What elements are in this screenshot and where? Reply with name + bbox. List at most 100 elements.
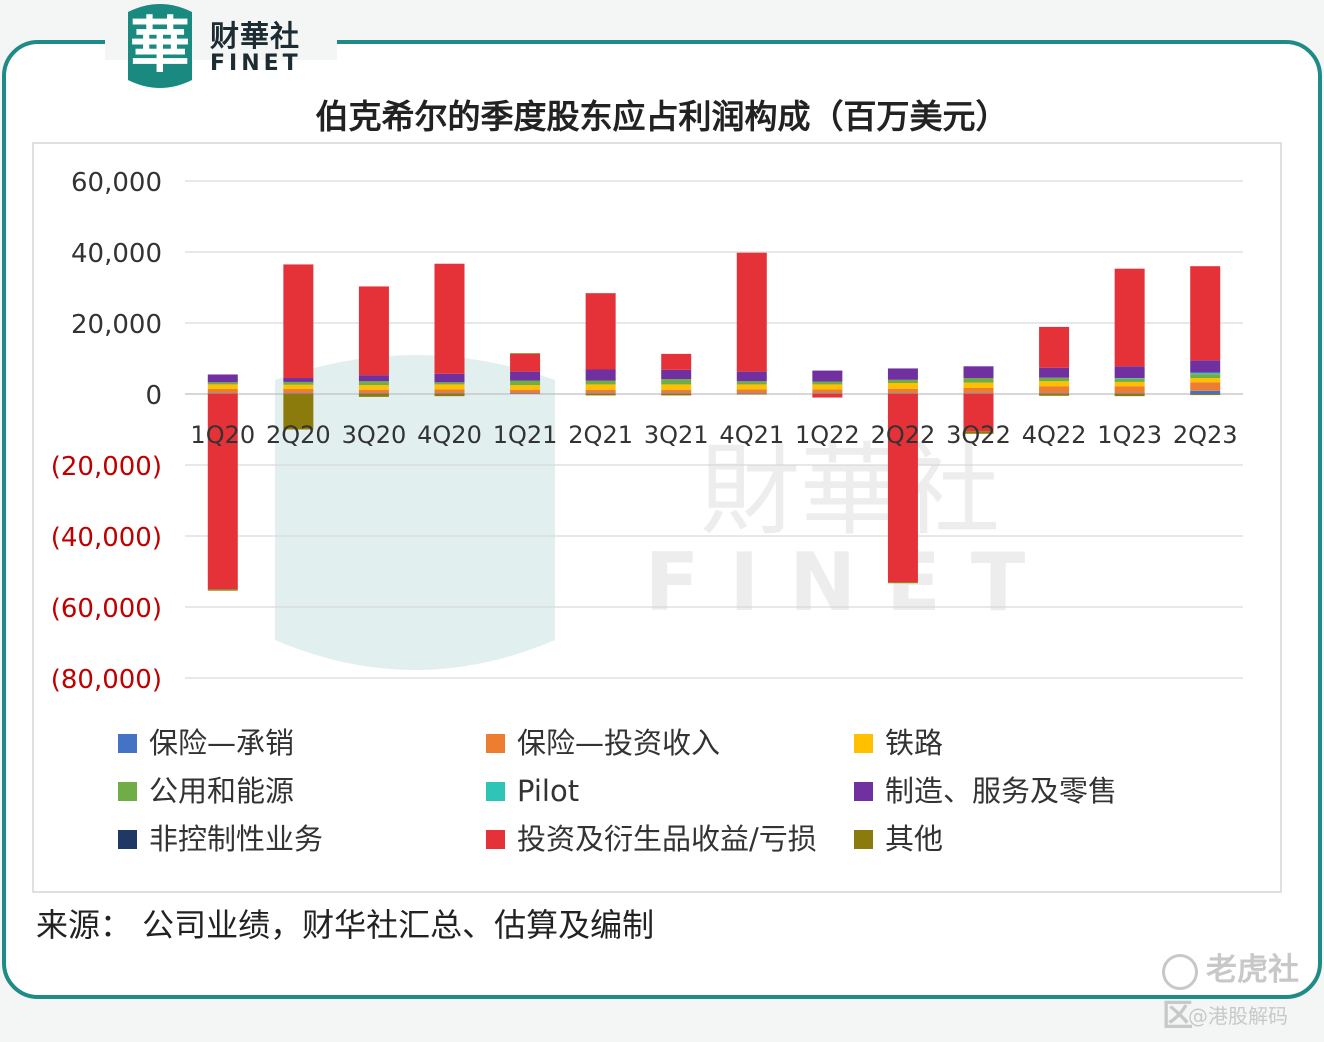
bar-segment — [812, 394, 843, 398]
bar-segment — [1114, 393, 1145, 394]
legend-label: 非控制性业务 — [149, 822, 324, 856]
x-tick-label: 2Q21 — [568, 421, 633, 449]
bar-segment — [1039, 326, 1070, 368]
bar-segment — [207, 374, 238, 383]
bar-segment — [207, 389, 238, 394]
x-tick-label: 2Q22 — [871, 421, 936, 449]
bar-segment — [283, 378, 314, 382]
bar-segment — [434, 382, 465, 385]
x-tick-label: 2Q20 — [266, 421, 331, 449]
bar-segment — [1114, 378, 1145, 379]
bar-segment — [661, 369, 692, 380]
bar-segment — [736, 371, 767, 382]
bar-segment — [1039, 386, 1070, 394]
bar-segment — [434, 394, 465, 397]
legend-swatch — [486, 829, 505, 849]
y-tick-label: (40,000) — [51, 523, 162, 553]
bar-segment — [1114, 366, 1145, 379]
bar-segment — [585, 369, 616, 381]
brand-name-en: FINET — [210, 51, 302, 76]
bar-segment — [585, 293, 616, 370]
bar-segment — [434, 373, 465, 383]
bar-segment — [963, 431, 994, 434]
bar-segment — [510, 353, 541, 354]
x-tick-label: 4Q20 — [417, 421, 482, 449]
bar-segment — [358, 286, 389, 376]
watermark-corner: 老虎社区 — [1162, 944, 1324, 1035]
logo-char: 華 — [130, 11, 190, 81]
bar-segment — [736, 381, 767, 385]
x-tick-label: 4Q21 — [719, 421, 784, 449]
bar-segment — [1114, 394, 1145, 397]
bar-segment — [358, 394, 389, 397]
bar-segment — [887, 368, 918, 380]
x-tick-label: 1Q20 — [190, 421, 255, 449]
bar-segment — [1190, 390, 1221, 394]
legend-swatch — [118, 829, 137, 849]
bar-segment — [736, 252, 767, 372]
brand-name-cn: 财華社 — [210, 19, 301, 53]
legend-swatch — [854, 829, 873, 849]
y-tick-label: (80,000) — [51, 665, 162, 695]
x-tick-label: 3Q21 — [644, 421, 709, 449]
bar-segment — [1190, 266, 1221, 361]
legend-label: 其他 — [885, 822, 944, 856]
bar-segment — [812, 393, 843, 394]
bar-segment — [510, 380, 541, 386]
tiger-icon — [1162, 953, 1198, 990]
bar-segment — [887, 394, 918, 583]
bar-segment — [812, 370, 843, 382]
bar-segment — [887, 388, 918, 394]
bar-segment — [736, 394, 767, 395]
bar-segment — [963, 378, 994, 383]
watermark-logo — [275, 355, 555, 670]
bar-segment — [963, 394, 994, 432]
bar-segment — [434, 384, 465, 390]
bar-segment — [283, 264, 314, 379]
bar-segment — [510, 393, 541, 394]
bar-segment — [1190, 360, 1221, 373]
y-tick-label: 40,000 — [71, 239, 162, 269]
bar-segment — [283, 381, 314, 385]
legend-label: 投资及衍生品收益/亏损 — [517, 822, 817, 856]
bar-segment — [585, 389, 616, 394]
x-tick-label: 1Q22 — [795, 421, 860, 449]
y-tick-label: (60,000) — [51, 594, 162, 624]
bar-segment — [1190, 382, 1221, 391]
legend-item: 投资及衍生品收益/亏损 — [486, 822, 817, 856]
bar-segment — [283, 393, 314, 394]
watermark-user: @港股解码 — [1188, 1004, 1288, 1028]
x-tick-label: 1Q23 — [1097, 421, 1162, 449]
legend-item: Pilot — [486, 774, 579, 808]
chart-title: 伯克希尔的季度股东应占利润构成（百万美元） — [315, 97, 1009, 136]
x-tick-label: 3Q22 — [946, 421, 1011, 449]
bar-segment — [812, 384, 843, 390]
legend-item: 保险—承销 — [118, 726, 294, 760]
bar-segment — [1190, 378, 1221, 383]
legend-item: 公用和能源 — [118, 774, 294, 808]
x-tick-label: 2Q23 — [1173, 421, 1238, 449]
bar-segment — [207, 384, 238, 390]
legend-label: 铁路 — [885, 726, 944, 760]
legend-item: 非控制性业务 — [118, 822, 323, 856]
bar-segment — [1039, 394, 1070, 396]
legend-label: 制造、服务及零售 — [885, 774, 1118, 808]
bar-segment — [1114, 386, 1145, 394]
bar-segment — [1039, 381, 1070, 387]
bar-segment — [661, 379, 692, 385]
bar-segment — [1114, 381, 1145, 387]
bar-segment — [283, 394, 314, 430]
bar-segment — [1039, 367, 1070, 378]
bar-segment — [207, 393, 238, 394]
legend-swatch — [486, 781, 505, 801]
bar-segment — [207, 394, 238, 590]
legend-label: 保险—承销 — [149, 726, 295, 760]
bar-segment — [736, 393, 767, 394]
legend-item: 制造、服务及零售 — [854, 774, 1117, 808]
bar-segment — [963, 366, 994, 379]
legend-item: 保险—投资收入 — [486, 726, 720, 760]
bar-segment — [434, 393, 465, 394]
bar-segment — [963, 387, 994, 394]
